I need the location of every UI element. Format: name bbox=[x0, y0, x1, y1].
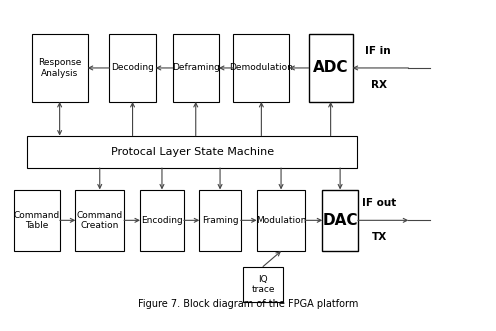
Text: Demodulation: Demodulation bbox=[230, 64, 293, 72]
Text: RX: RX bbox=[371, 80, 387, 90]
FancyBboxPatch shape bbox=[173, 34, 219, 102]
Text: Modulation: Modulation bbox=[256, 216, 306, 225]
Text: Encoding: Encoding bbox=[141, 216, 183, 225]
Text: Framing: Framing bbox=[202, 216, 239, 225]
Text: Protocal Layer State Machine: Protocal Layer State Machine bbox=[111, 147, 274, 157]
FancyBboxPatch shape bbox=[257, 190, 306, 251]
Text: Decoding: Decoding bbox=[111, 64, 154, 72]
FancyBboxPatch shape bbox=[309, 34, 353, 102]
Text: DAC: DAC bbox=[322, 213, 358, 228]
FancyBboxPatch shape bbox=[110, 34, 156, 102]
FancyBboxPatch shape bbox=[199, 190, 241, 251]
Text: IF in: IF in bbox=[365, 46, 390, 56]
Text: IF out: IF out bbox=[362, 198, 396, 209]
FancyBboxPatch shape bbox=[243, 266, 283, 302]
Text: Command
Creation: Command Creation bbox=[76, 211, 123, 230]
FancyBboxPatch shape bbox=[14, 190, 60, 251]
FancyBboxPatch shape bbox=[27, 136, 357, 168]
Text: ADC: ADC bbox=[313, 61, 348, 75]
Text: Command
Table: Command Table bbox=[14, 211, 60, 230]
FancyBboxPatch shape bbox=[234, 34, 289, 102]
Text: Deframing: Deframing bbox=[172, 64, 220, 72]
Text: Figure 7. Block diagram of the FPGA platform: Figure 7. Block diagram of the FPGA plat… bbox=[138, 299, 358, 309]
Text: IQ
trace: IQ trace bbox=[251, 274, 275, 294]
FancyBboxPatch shape bbox=[32, 34, 88, 102]
FancyBboxPatch shape bbox=[322, 190, 358, 251]
FancyBboxPatch shape bbox=[140, 190, 184, 251]
FancyBboxPatch shape bbox=[75, 190, 124, 251]
Text: TX: TX bbox=[372, 232, 387, 242]
Text: Response
Analysis: Response Analysis bbox=[38, 58, 81, 78]
